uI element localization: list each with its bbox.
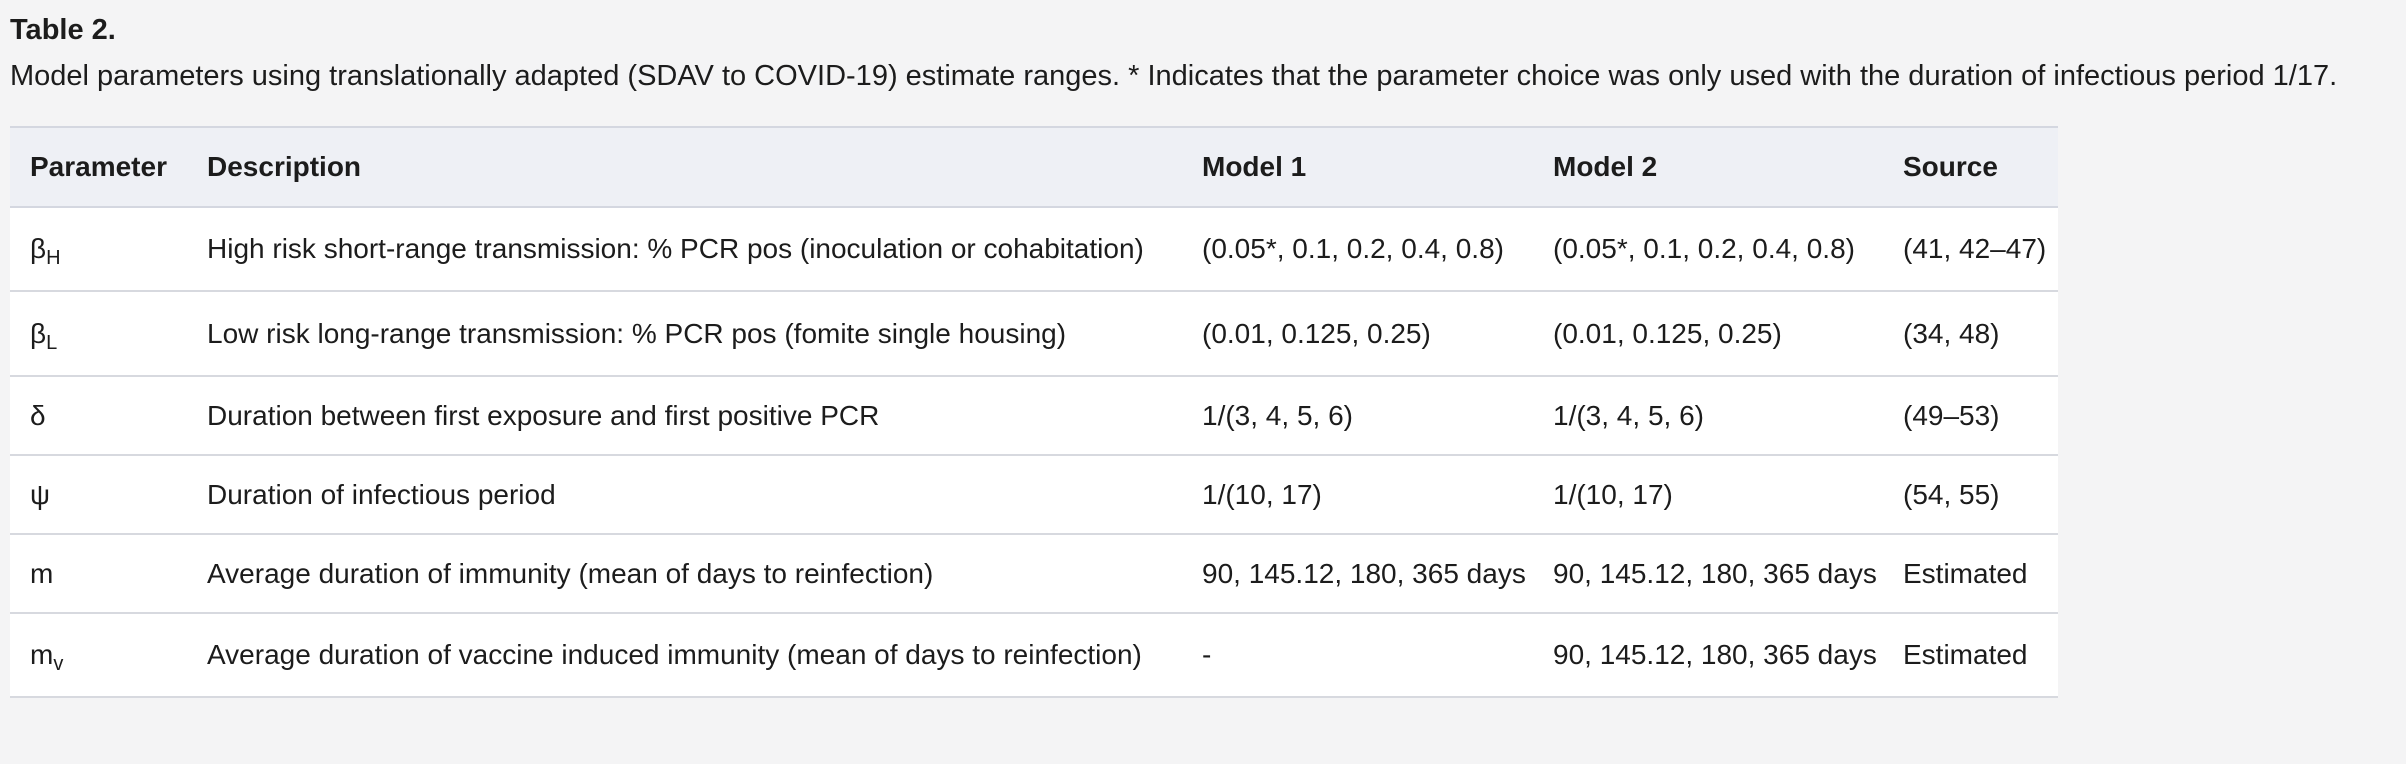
param-subscript: v bbox=[53, 653, 64, 675]
source-cell: (54, 55) bbox=[1903, 478, 2000, 510]
source-cell: (41, 42–47) bbox=[1903, 233, 2047, 264]
param-symbol: β bbox=[30, 233, 47, 264]
table-row: βH High risk short-range transmission: %… bbox=[10, 207, 2058, 291]
model2-cell: 90, 145.12, 180, 365 days bbox=[1553, 639, 1877, 670]
table-row: δ Duration between first exposure and fi… bbox=[10, 376, 2058, 455]
param-subscript: H bbox=[46, 247, 61, 269]
param-cell: mv bbox=[10, 613, 187, 697]
param-cell: m bbox=[10, 534, 187, 613]
param-symbol: δ bbox=[30, 399, 46, 431]
model2-cell: 90, 145.12, 180, 365 days bbox=[1553, 557, 1877, 589]
header-source: Source bbox=[1903, 151, 1998, 182]
model1-cell: 1/(3, 4, 5, 6) bbox=[1202, 399, 1353, 431]
parameter-table: Parameter Description Model 1 Model 2 So… bbox=[10, 126, 2058, 698]
description-cell: Average duration of vaccine induced immu… bbox=[207, 639, 1142, 670]
header-model1: Model 1 bbox=[1202, 151, 1307, 182]
table-body: βH High risk short-range transmission: %… bbox=[10, 207, 2058, 697]
parameter-table-container: Parameter Description Model 1 Model 2 So… bbox=[10, 126, 2058, 698]
param-symbol: β bbox=[30, 317, 47, 349]
table-row: βL Low risk long-range transmission: % P… bbox=[10, 291, 2058, 376]
source-cell: (49–53) bbox=[1903, 399, 2000, 431]
param-cell: βH bbox=[10, 207, 187, 291]
table-caption: Model parameters using translationally a… bbox=[10, 60, 2338, 92]
header-model2: Model 2 bbox=[1553, 151, 1658, 182]
table-title: Table 2. bbox=[10, 14, 116, 46]
source-cell: Estimated bbox=[1903, 557, 2028, 589]
param-cell: δ bbox=[10, 376, 187, 455]
param-symbol: m bbox=[30, 639, 54, 670]
header-parameter: Parameter bbox=[30, 151, 167, 182]
param-cell: ψ bbox=[10, 455, 187, 534]
source-cell: Estimated bbox=[1903, 639, 2028, 670]
model2-cell: 1/(10, 17) bbox=[1553, 478, 1673, 510]
description-cell: Average duration of immunity (mean of da… bbox=[207, 557, 934, 589]
table-row: ψ Duration of infectious period 1/(10, 1… bbox=[10, 455, 2058, 534]
model1-cell: - bbox=[1202, 639, 1212, 670]
description-cell: High risk short-range transmission: % PC… bbox=[207, 233, 1144, 264]
model1-cell: (0.05*, 0.1, 0.2, 0.4, 0.8) bbox=[1202, 233, 1504, 264]
table-header: Parameter Description Model 1 Model 2 So… bbox=[10, 127, 2058, 207]
header-row: Parameter Description Model 1 Model 2 So… bbox=[10, 127, 2058, 207]
param-subscript: L bbox=[46, 331, 58, 354]
table-row: mv Average duration of vaccine induced i… bbox=[10, 613, 2058, 697]
model1-cell: 1/(10, 17) bbox=[1202, 478, 1322, 510]
param-symbol: ψ bbox=[30, 478, 50, 510]
description-cell: Duration between first exposure and firs… bbox=[207, 399, 880, 431]
model1-cell: 90, 145.12, 180, 365 days bbox=[1202, 557, 1526, 589]
model1-cell: (0.01, 0.125, 0.25) bbox=[1202, 317, 1431, 349]
param-cell: βL bbox=[10, 291, 187, 376]
header-description: Description bbox=[207, 151, 362, 182]
model2-cell: (0.05*, 0.1, 0.2, 0.4, 0.8) bbox=[1553, 233, 1855, 264]
model2-cell: (0.01, 0.125, 0.25) bbox=[1553, 317, 1782, 349]
table-row: m Average duration of immunity (mean of … bbox=[10, 534, 2058, 613]
param-symbol: m bbox=[30, 557, 54, 589]
source-cell: (34, 48) bbox=[1903, 317, 2000, 349]
description-cell: Duration of infectious period bbox=[207, 478, 556, 510]
model2-cell: 1/(3, 4, 5, 6) bbox=[1553, 399, 1704, 431]
description-cell: Low risk long-range transmission: % PCR … bbox=[207, 317, 1067, 349]
